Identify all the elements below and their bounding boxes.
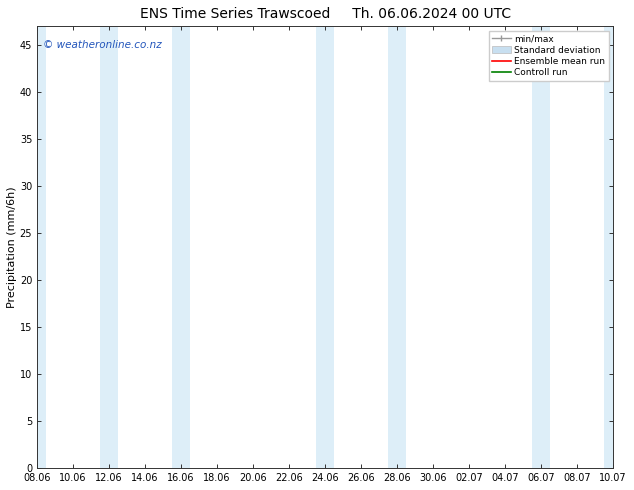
Legend: min/max, Standard deviation, Ensemble mean run, Controll run: min/max, Standard deviation, Ensemble me… — [489, 31, 609, 81]
Title: ENS Time Series Trawscoed     Th. 06.06.2024 00 UTC: ENS Time Series Trawscoed Th. 06.06.2024… — [139, 7, 511, 21]
Bar — [604, 26, 622, 468]
Bar — [532, 26, 550, 468]
Bar — [172, 26, 190, 468]
Y-axis label: Precipitation (mm/6h): Precipitation (mm/6h) — [7, 186, 17, 308]
Bar — [37, 26, 46, 468]
Bar — [316, 26, 334, 468]
Text: © weatheronline.co.nz: © weatheronline.co.nz — [43, 40, 162, 49]
Bar — [388, 26, 406, 468]
Bar — [100, 26, 118, 468]
